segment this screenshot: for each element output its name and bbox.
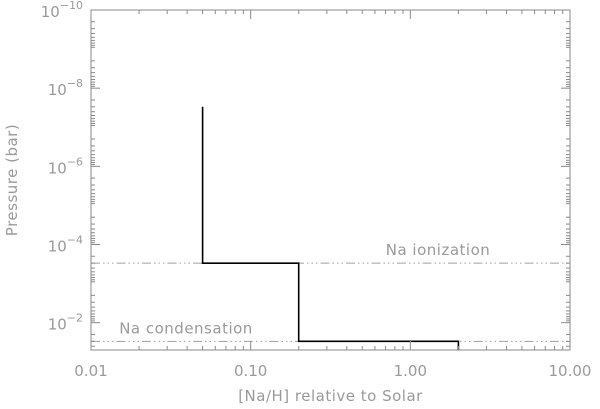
x-axis: 0.01 0.10 1.00 10.00	[74, 10, 591, 380]
x-tick-label: 10.00	[549, 362, 592, 380]
y-tick-label: 10−10	[41, 0, 83, 21]
condensation-annotation: Na condensation	[119, 319, 253, 337]
sodium-abundance-profile	[201, 106, 460, 350]
y-tick-label: 10−6	[48, 155, 83, 177]
x-axis-label: [Na/H] relative to Solar	[238, 387, 423, 405]
y-axis: 10−10 10−8 10−6 10−4 10−2	[41, 0, 570, 351]
x-tick-label: 0.01	[74, 362, 107, 380]
series-layer	[201, 106, 460, 350]
plot-frame	[90, 9, 571, 351]
y-axis-label: Pressure (bar)	[3, 124, 21, 236]
reference-lines: Na ionization Na condensation	[91, 241, 570, 342]
y-tick-label: 10−2	[48, 312, 83, 334]
x-tick-label: 1.00	[394, 362, 427, 380]
y-tick-label: 10−4	[48, 234, 83, 256]
ionization-annotation: Na ionization	[386, 241, 491, 259]
plot-area	[90, 9, 571, 351]
x-tick-label: 0.10	[234, 362, 267, 380]
y-tick-label: 10−8	[48, 77, 83, 99]
